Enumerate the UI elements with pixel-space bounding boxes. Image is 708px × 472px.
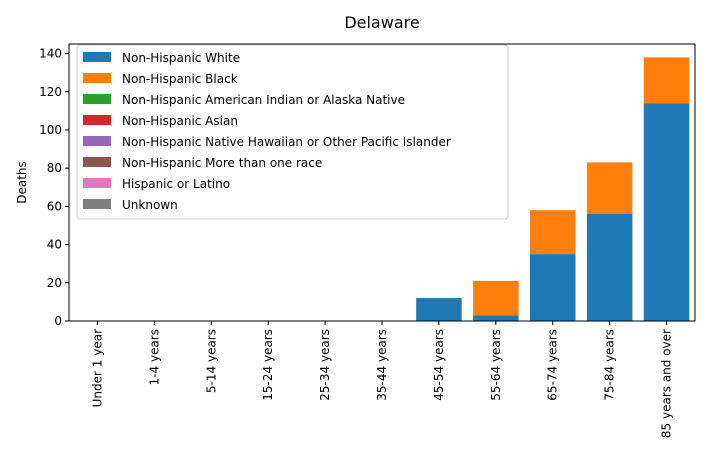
x-tick-label: 5-14 years	[204, 329, 218, 393]
x-tick-label: 35-44 years	[375, 329, 389, 401]
legend-swatch	[83, 73, 111, 83]
legend-label: Non-Hispanic More than one race	[122, 156, 322, 170]
x-tick-label: 15-24 years	[261, 329, 275, 401]
legend-label: Unknown	[122, 198, 178, 212]
y-tick-label: 40	[47, 238, 62, 252]
y-axis-title: Deaths	[15, 161, 29, 204]
legend-label: Non-Hispanic Native Hawaiian or Other Pa…	[122, 135, 451, 149]
bar-segment	[586, 214, 633, 321]
bar-segment	[643, 57, 690, 104]
legend: Non-Hispanic White Non-Hispanic Black Non-…	[76, 44, 509, 220]
x-tick-label: 75-84 years	[603, 329, 617, 401]
bar-segment	[473, 315, 519, 321]
legend-box	[76, 44, 509, 220]
y-tick-label: 0	[54, 314, 62, 328]
bars	[416, 57, 690, 321]
legend-swatch	[83, 115, 111, 125]
y-tick-label: 20	[47, 276, 62, 290]
legend-swatch	[83, 178, 111, 188]
legend-swatch	[83, 94, 111, 104]
x-tick-label: 85 years and over	[660, 329, 674, 438]
bar-segment	[473, 280, 519, 316]
y-tick-label: 100	[39, 123, 62, 137]
x-tick-label: 45-54 years	[432, 329, 446, 401]
chart-title: Delaware	[344, 13, 419, 32]
y-tick-label: 120	[39, 85, 62, 99]
x-tick-label: 65-74 years	[546, 329, 560, 401]
bar-segment	[529, 210, 576, 255]
bar-segment	[643, 103, 690, 321]
legend-label: Non-Hispanic Asian	[122, 114, 238, 128]
x-tick-label: 1-4 years	[147, 329, 161, 385]
y-tick-label: 140	[39, 47, 62, 61]
legend-label: Non-Hispanic American Indian or Alaska N…	[122, 93, 405, 107]
x-tick-label: 55-64 years	[489, 329, 503, 401]
legend-label: Non-Hispanic Black	[122, 72, 238, 86]
bar-segment	[529, 254, 576, 321]
legend-swatch	[83, 199, 111, 209]
y-tick-label: 60	[47, 199, 62, 213]
legend-swatch	[83, 52, 111, 62]
legend-swatch	[83, 136, 111, 146]
x-tick-label: 25-34 years	[318, 329, 332, 401]
x-tick-label: Under 1 year	[90, 329, 104, 407]
y-tick-label: 80	[47, 161, 62, 175]
plot-frame	[68, 43, 696, 322]
legend-swatch	[83, 157, 111, 167]
bar-segment	[586, 162, 633, 215]
legend-label: Non-Hispanic White	[122, 51, 240, 65]
y-axis-ticks: 0 20 40 60 80 100 120 140	[39, 47, 69, 328]
x-axis-ticks: Under 1 year 1-4 years 5-14 years 15-24 yea…	[90, 321, 674, 438]
legend-label: Hispanic or Latino	[122, 177, 230, 191]
bar-segment	[416, 298, 462, 321]
